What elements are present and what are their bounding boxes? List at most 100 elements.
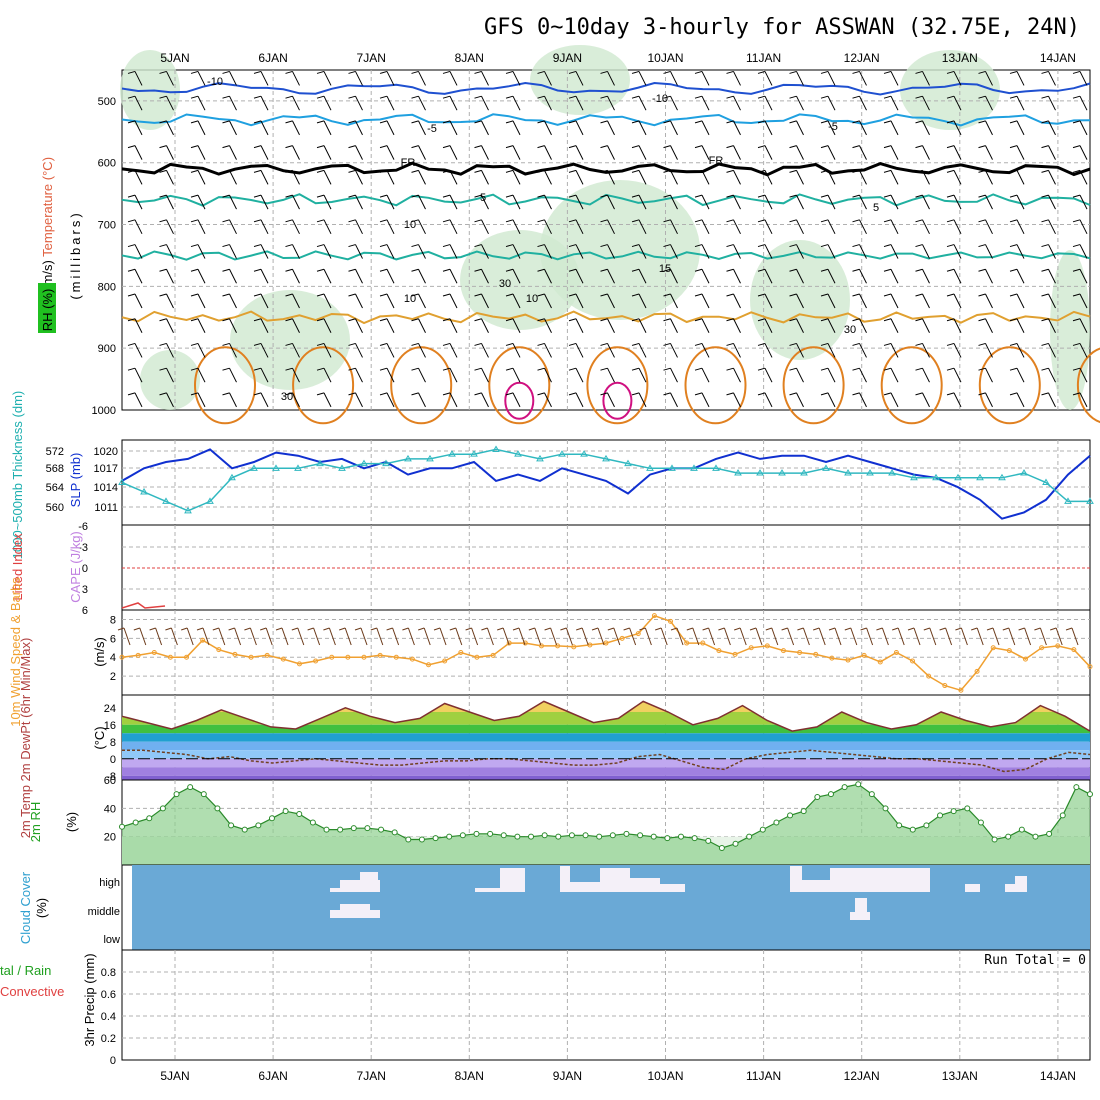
wind-barb-10m	[186, 627, 194, 646]
wind-barb-flag	[190, 194, 199, 198]
wind-barb-10m	[992, 627, 1000, 646]
wind-barb	[733, 269, 741, 284]
wind-tick: 4	[110, 652, 116, 664]
ylabel-temp: Temperature (°C)	[40, 157, 55, 257]
contour-loop	[390, 346, 453, 425]
temp-band	[122, 733, 1090, 742]
wind-barb-flag	[190, 70, 199, 74]
wind-barb	[449, 71, 458, 86]
wind-barb	[1016, 71, 1025, 86]
wind-barb-flag	[474, 342, 482, 346]
wind-barb	[764, 244, 773, 259]
contour-label: 15	[659, 263, 671, 275]
wind-barb-flag	[600, 268, 608, 272]
wind-barb-flag	[379, 293, 388, 297]
wind-barb	[985, 367, 993, 383]
wind-barb-flag	[820, 293, 829, 297]
wind-barb	[985, 145, 993, 160]
wind-barb-flag	[757, 293, 766, 297]
wind-barb-flag	[852, 244, 860, 248]
wind-barb-flag	[285, 392, 293, 396]
wind-barb	[764, 219, 773, 235]
wind-barb-flag	[474, 244, 482, 248]
wind-barb-flag	[285, 145, 293, 149]
wind-barb-flag	[568, 342, 577, 346]
wind-barb-flag	[631, 293, 640, 297]
date-label-top: 9JAN	[553, 51, 582, 65]
slp-ylabel: SLP (mb)	[68, 453, 83, 508]
wind-barb-flag	[1041, 95, 1049, 99]
wind-barb	[953, 120, 962, 136]
wind-barb	[575, 145, 584, 160]
wind-barb-flag	[159, 145, 167, 149]
wind-speed-marker	[1071, 647, 1077, 653]
wind-barb-flag	[159, 219, 167, 223]
wind-barb-10m	[976, 627, 984, 646]
wind-barb-flag	[946, 268, 955, 272]
wind-barb	[355, 367, 363, 383]
wind-barb	[607, 120, 615, 136]
date-label-bottom: 12JAN	[844, 1069, 880, 1083]
wind-barb-10m	[170, 627, 178, 646]
wind-barb	[827, 318, 836, 333]
wind-barb-flag	[568, 120, 577, 124]
wind-barb-10m-flag	[955, 627, 962, 631]
precip-tick: 0.6	[101, 989, 116, 1001]
wind-barb-flag	[190, 169, 199, 173]
wind-barb-flag	[537, 367, 545, 371]
wind-barb-flag	[757, 194, 766, 198]
wind-barb-flag	[883, 194, 892, 198]
wind-barb	[134, 145, 143, 160]
wind-barb-flag	[946, 244, 955, 248]
wind-barb	[827, 293, 836, 309]
wind-barb	[1016, 219, 1025, 235]
wind-barb	[796, 95, 804, 111]
wind-barb-flag	[127, 392, 136, 396]
wind-barb-flag	[285, 194, 293, 198]
rh-marker	[1005, 833, 1012, 840]
temp-band	[122, 750, 1090, 759]
li-tick: -6	[78, 521, 88, 533]
wind-barb	[827, 392, 836, 408]
wind-barb	[859, 219, 867, 235]
wind-barb	[985, 170, 993, 185]
wind-barb	[638, 318, 647, 333]
wind-barb-flag	[946, 293, 955, 297]
wind-barb	[418, 194, 426, 210]
wind-barb-flag	[883, 145, 892, 149]
y-tick-label: 600	[98, 158, 116, 170]
wind-barb	[638, 194, 647, 210]
pressure-panel: 572 568 564 560 1020 1017 1014 1011	[46, 439, 1094, 526]
wind-barb	[1016, 95, 1025, 111]
rh-marker	[487, 830, 494, 837]
date-label-bottom: 10JAN	[647, 1069, 683, 1083]
wind-speed-marker	[555, 643, 561, 649]
wind-barb	[323, 244, 332, 259]
wind-speed-marker	[716, 648, 722, 654]
rh-marker	[391, 829, 398, 836]
wind-barb-10m	[423, 627, 431, 646]
wind-speed-marker	[684, 640, 690, 646]
wind-barb	[544, 367, 552, 383]
wind-barb-flag	[883, 219, 892, 223]
wind-barb-flag	[946, 145, 955, 149]
cloud-level-label: low	[103, 934, 120, 946]
wind-barb	[134, 269, 143, 284]
wind-barb	[953, 219, 962, 235]
wind-barb-flag	[1009, 219, 1018, 223]
wind-barb	[670, 95, 678, 111]
wind-barb	[386, 170, 395, 185]
wind-barb-flag	[379, 219, 388, 223]
wind-barb-flag	[663, 293, 671, 297]
wind-barb-flag	[568, 169, 577, 173]
wind-barb-flag	[757, 95, 766, 99]
temp2m-ylabel: 2m Temp 2m DewPt (6hr Min/Max)	[18, 638, 33, 839]
wind-barb	[229, 392, 237, 408]
thickness-marker	[866, 469, 874, 476]
rh-marker	[132, 819, 139, 826]
wind-barb-flag	[474, 145, 482, 149]
wind-barb-10m-flag	[133, 627, 140, 631]
wind-barb-flag	[253, 95, 262, 99]
wind-speed-marker	[296, 661, 302, 667]
wind-barb-flag	[253, 244, 262, 248]
